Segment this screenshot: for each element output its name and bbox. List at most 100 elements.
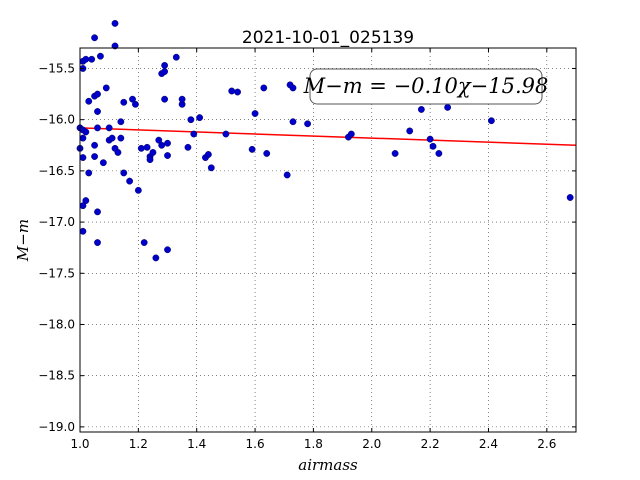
data-point — [114, 149, 122, 156]
y-tick-label: −18.5 — [38, 369, 75, 383]
data-point — [429, 142, 437, 150]
data-point — [228, 87, 236, 95]
data-point — [260, 84, 268, 92]
x-tick-label: 1.4 — [187, 437, 206, 451]
data-point — [164, 246, 171, 254]
data-point — [304, 120, 311, 128]
data-point — [140, 239, 148, 246]
data-point — [149, 149, 157, 156]
x-axis-ticks: 1.0 1.2 1.4 1.6 1.8 2.0 2.2 2.4 2.6 — [70, 48, 556, 451]
data-point — [161, 68, 169, 75]
data-point — [222, 130, 230, 138]
data-point — [146, 156, 154, 164]
plot-frame — [79, 47, 577, 433]
data-point — [204, 151, 212, 158]
y-axis-ticks: −15.5 −16.0 −16.5 −17.0 −17.5 −18.0 −18.5 −19.0 — [38, 61, 576, 434]
data-point — [117, 134, 125, 142]
data-point — [137, 144, 145, 152]
data-point — [187, 116, 195, 124]
data-point — [161, 62, 169, 69]
data-point — [94, 108, 101, 115]
y-tick-label: −17.0 — [38, 215, 75, 229]
x-tick-label: 1.0 — [70, 437, 89, 451]
data-point — [117, 118, 125, 126]
x-tick-label: 2.2 — [421, 437, 440, 451]
data-points — [76, 20, 574, 262]
data-point — [94, 124, 101, 132]
y-tick-label: −15.5 — [38, 61, 75, 75]
data-point — [406, 127, 414, 135]
y-axis-label: M−m — [14, 219, 32, 262]
fit-line-layer — [79, 127, 577, 147]
data-point — [391, 150, 399, 157]
data-point — [82, 55, 90, 63]
y-tick-label: −16.0 — [38, 113, 75, 127]
data-point — [91, 141, 98, 149]
data-point — [178, 95, 186, 103]
data-point — [444, 103, 452, 111]
data-point — [347, 130, 355, 138]
y-tick-label: −18.0 — [38, 317, 75, 331]
data-point — [82, 197, 90, 204]
data-point — [566, 194, 574, 201]
data-point — [164, 152, 171, 159]
data-point — [435, 150, 443, 157]
x-tick-label: 2.6 — [537, 437, 556, 451]
plot-area: 1.0 1.2 1.4 1.6 1.8 2.0 2.2 2.4 2.6 −15.5−16.0−1… — [38, 20, 577, 451]
chart-title: 2021-10-01_025139 — [242, 28, 414, 48]
data-point — [94, 239, 101, 246]
data-point — [85, 97, 93, 105]
data-point — [102, 84, 110, 92]
data-point — [79, 154, 87, 161]
data-point — [94, 90, 101, 98]
x-axis-label: airmass — [298, 456, 358, 474]
data-point — [134, 186, 142, 194]
data-point — [94, 208, 101, 216]
plot-background — [80, 48, 576, 432]
data-point — [91, 34, 98, 42]
data-point — [111, 20, 119, 27]
data-point — [161, 95, 169, 103]
data-point — [120, 98, 128, 106]
data-point — [82, 128, 90, 136]
data-point — [126, 177, 134, 185]
data-point — [97, 52, 104, 60]
x-tick-label: 2.0 — [362, 437, 381, 451]
data-point — [207, 164, 215, 172]
data-point — [196, 114, 204, 122]
data-point — [426, 135, 434, 143]
annotation-box — [309, 68, 543, 105]
data-point — [132, 100, 139, 108]
data-point — [79, 227, 87, 235]
data-point — [129, 95, 136, 103]
data-point — [184, 143, 192, 151]
data-point — [283, 171, 291, 179]
data-point — [79, 134, 87, 142]
data-point — [91, 153, 98, 160]
data-point — [289, 118, 297, 126]
data-point — [190, 130, 198, 138]
data-point — [120, 169, 128, 177]
data-point — [158, 141, 166, 149]
data-point — [108, 134, 116, 142]
data-point — [487, 117, 495, 125]
data-point — [143, 143, 151, 151]
data-point — [152, 254, 160, 262]
data-point — [248, 145, 256, 153]
data-point — [105, 124, 113, 132]
annotation-text: M−m = −0.10χ−15.98 — [303, 74, 549, 98]
data-point — [99, 159, 107, 167]
x-tick-label: 1.6 — [246, 437, 265, 451]
data-point — [234, 88, 241, 96]
data-point — [85, 169, 93, 177]
data-point — [263, 150, 271, 157]
data-point — [155, 136, 163, 144]
data-point — [251, 110, 259, 117]
x-tick-label: 1.2 — [129, 437, 148, 451]
data-point — [164, 139, 171, 147]
fit-line — [79, 127, 577, 147]
data-point — [79, 202, 87, 210]
y-tick-label: −16.5 — [38, 164, 75, 178]
y-tick-label: −19.0 — [38, 420, 75, 434]
